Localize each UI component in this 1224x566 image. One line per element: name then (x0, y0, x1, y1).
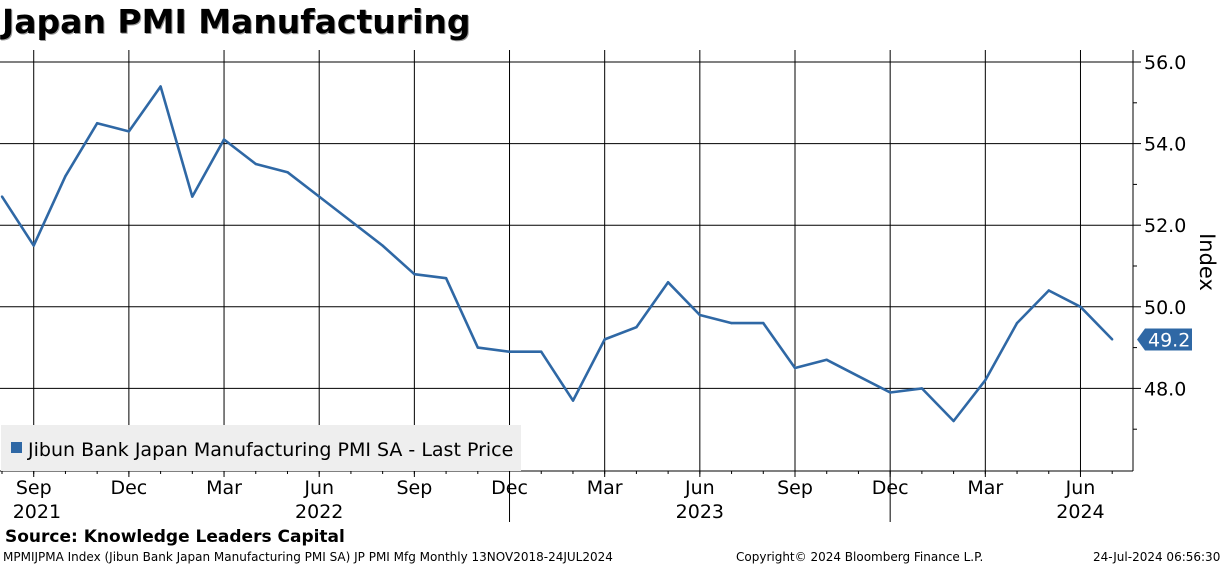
x-tick-label: Sep (16, 477, 52, 499)
data-point (64, 175, 67, 178)
y-tick-label: 52.0 (1144, 215, 1186, 237)
data-point (191, 195, 194, 198)
x-tick-label: Dec (491, 477, 528, 499)
series-group (0, 85, 1114, 423)
data-point (825, 358, 828, 361)
x-tick-label: Sep (396, 477, 432, 499)
legend-swatch (11, 442, 22, 453)
data-point (762, 321, 765, 325)
grid-lines (0, 50, 1133, 471)
x-tick-label: Dec (872, 477, 909, 499)
last-value-label: 49.2 (1148, 329, 1190, 351)
data-point (96, 122, 99, 125)
data-point (159, 85, 162, 88)
y-axis-label: Index (1195, 233, 1219, 291)
data-point (476, 346, 479, 349)
x-year-label: 2021 (13, 501, 61, 523)
data-point (730, 321, 733, 325)
x-tick-label: Jun (1065, 477, 1096, 499)
chart-title: Japan PMI Manufacturing (2, 2, 471, 41)
data-point (857, 375, 860, 378)
y-tick-label: 48.0 (1144, 378, 1186, 400)
y-tick-label: 50.0 (1144, 297, 1186, 319)
data-point (1015, 321, 1019, 325)
data-point (793, 366, 797, 370)
x-tick-label: Mar (206, 477, 242, 499)
data-point (698, 313, 701, 317)
y-tick-label: 56.0 (1144, 52, 1186, 74)
last-value-marker (1137, 328, 1192, 351)
y-axis-tick-labels: 48.0 50.0 52.0 54.0 56.0 (1144, 52, 1186, 400)
data-point (32, 244, 35, 247)
data-point (635, 326, 638, 329)
x-tick-label: Dec (110, 477, 147, 499)
legend-background (1, 425, 521, 471)
data-point (1047, 289, 1051, 292)
x-year-label: 2023 (676, 501, 724, 523)
data-point (889, 391, 892, 394)
data-point (984, 379, 987, 382)
data-point (127, 130, 131, 133)
x-year-label: 2022 (295, 501, 343, 523)
last-value-badge: 49.2 (1137, 328, 1192, 351)
x-tick-label: Sep (777, 477, 813, 499)
data-point (666, 281, 670, 284)
footer-ticker-description: MPMIJPMA Index (Jibun Bank Japan Manufac… (3, 550, 613, 564)
data-point (540, 350, 543, 353)
data-point (508, 350, 511, 353)
x-tick-label: Mar (587, 477, 623, 499)
data-point (920, 387, 924, 390)
data-point (603, 338, 606, 341)
year-dividers (509, 471, 891, 522)
data-point (413, 273, 416, 276)
data-point (444, 277, 448, 280)
data-point (571, 399, 575, 402)
x-axis-tick-labels: Sep Dec Mar Jun Sep Dec Mar Jun Sep Dec Mar Jun (16, 477, 1096, 499)
y-tick-label: 54.0 (1144, 134, 1186, 156)
x-tick-label: Jun (303, 477, 334, 499)
x-year-label: 2024 (1056, 501, 1104, 523)
axes (0, 50, 1141, 477)
data-point (0, 195, 4, 198)
footer-copyright: Copyright© 2024 Bloomberg Finance L.P. (736, 550, 984, 564)
data-point (381, 244, 384, 247)
data-point (286, 171, 289, 174)
data-point (1111, 338, 1114, 341)
data-point (1079, 305, 1082, 308)
data-point (318, 195, 321, 198)
x-axis-year-labels: 2021 2022 2023 2024 (13, 501, 1105, 523)
legend-entry: Jibun Bank Japan Manufacturing PMI SA - … (27, 439, 513, 461)
x-tick-label: Mar (967, 477, 1003, 499)
data-point (952, 419, 955, 423)
data-point (222, 138, 226, 141)
legend: Jibun Bank Japan Manufacturing PMI SA - … (1, 425, 521, 471)
x-tick-label: Jun (684, 477, 715, 499)
series-line (0, 85, 1114, 423)
data-point (254, 162, 257, 166)
footer-timestamp: 24-Jul-2024 06:56:30 (1093, 550, 1221, 564)
data-point (349, 219, 353, 223)
source-note: Source: Knowledge Leaders Capital (5, 527, 345, 547)
